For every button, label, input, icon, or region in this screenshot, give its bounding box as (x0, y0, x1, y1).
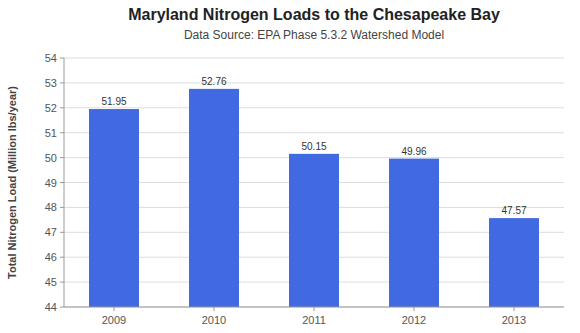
y-tick (60, 282, 64, 283)
grid-line (64, 58, 564, 59)
y-tick (60, 82, 64, 83)
data-label: 49.96 (401, 146, 426, 157)
chart-container: Maryland Nitrogen Loads to the Chesapeak… (0, 0, 580, 333)
x-tick (414, 307, 415, 311)
x-axis: 2009 2010 2011 2012 2013 (102, 307, 526, 326)
y-tick-label: 48 (45, 201, 57, 213)
chart-svg: Maryland Nitrogen Loads to the Chesapeak… (0, 0, 580, 333)
y-axis-line (64, 58, 65, 307)
bar (289, 154, 339, 307)
x-tick (314, 307, 315, 311)
y-tick (60, 58, 64, 59)
y-tick-label: 50 (45, 152, 57, 164)
y-tick (60, 182, 64, 183)
y-tick-label: 53 (45, 77, 57, 89)
grid-line (64, 82, 564, 83)
y-tick (60, 157, 64, 158)
data-labels: 51.95 52.76 50.15 49.96 47.57 (101, 76, 526, 216)
x-tick (114, 307, 115, 311)
y-axis: 44 45 46 47 48 49 50 51 52 53 54 (45, 52, 64, 313)
x-tick-label: 2013 (502, 314, 526, 326)
x-tick-label: 2012 (402, 314, 426, 326)
x-tick (514, 307, 515, 311)
bar (389, 159, 439, 307)
data-label: 52.76 (201, 76, 226, 87)
y-tick (60, 232, 64, 233)
x-tick-label: 2010 (202, 314, 226, 326)
x-tick-label: 2011 (302, 314, 326, 326)
y-tick (60, 207, 64, 208)
subtitle: Data Source: EPA Phase 5.3.2 Watershed M… (184, 28, 444, 42)
y-tick-label: 45 (45, 276, 57, 288)
data-label: 51.95 (101, 96, 126, 107)
y-tick-label: 52 (45, 102, 57, 114)
data-label: 47.57 (501, 205, 526, 216)
grid-line (64, 107, 564, 108)
y-tick (60, 107, 64, 108)
bar (189, 89, 239, 307)
y-tick-label: 47 (45, 226, 57, 238)
y-tick (60, 257, 64, 258)
y-tick-label: 46 (45, 251, 57, 263)
y-tick (60, 307, 64, 308)
bar (89, 109, 139, 307)
y-tick-label: 51 (45, 127, 57, 139)
x-tick-label: 2009 (102, 314, 126, 326)
x-tick (214, 307, 215, 311)
data-label: 50.15 (301, 141, 326, 152)
y-tick-label: 49 (45, 177, 57, 189)
title: Maryland Nitrogen Loads to the Chesapeak… (128, 6, 500, 23)
y-tick-label: 44 (45, 301, 57, 313)
y-tick-label: 54 (45, 52, 57, 64)
y-axis-label: Total Nitrogen Load (Million lbs/year) (6, 86, 18, 279)
bars (89, 89, 539, 307)
y-tick (60, 132, 64, 133)
bar (489, 218, 539, 307)
